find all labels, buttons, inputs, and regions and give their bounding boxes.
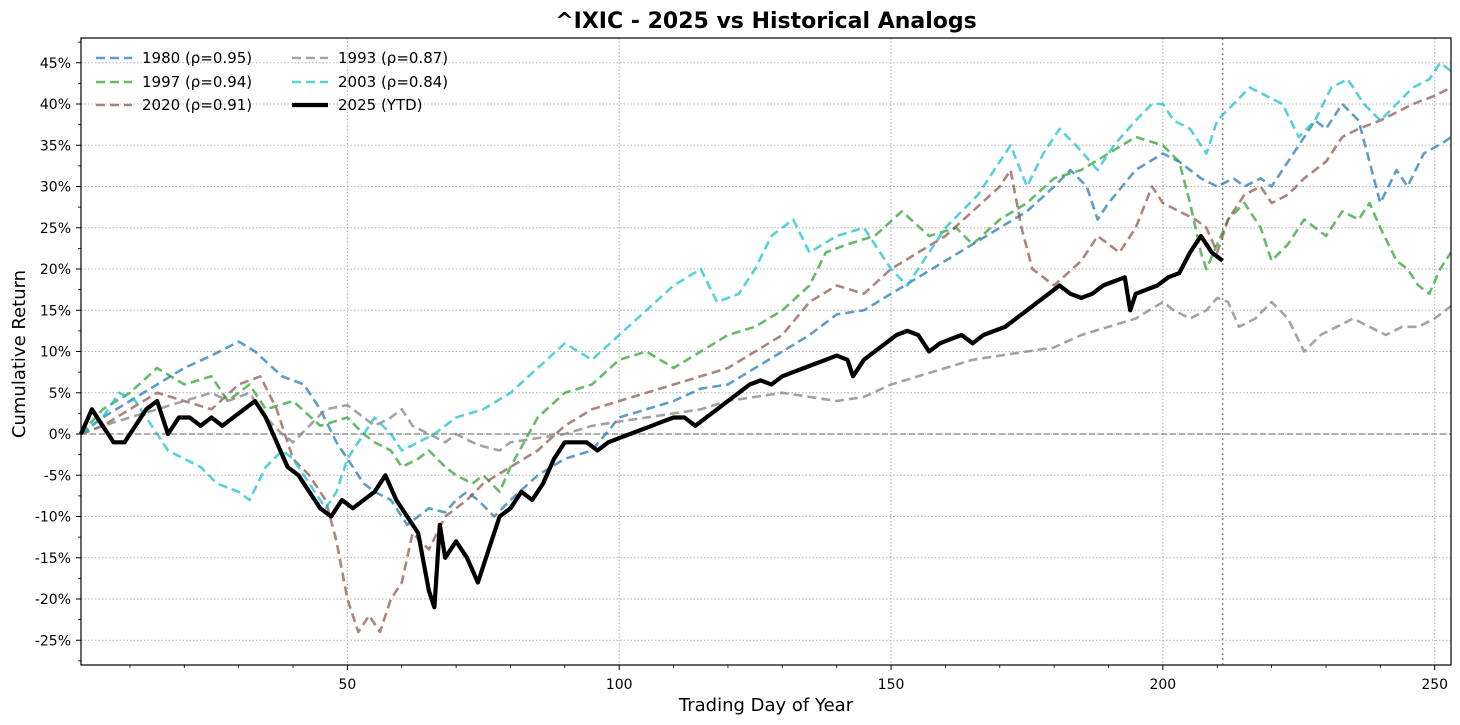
y-tick-label: 10% (40, 345, 71, 361)
y-tick-label: 20% (40, 262, 71, 278)
chart-title: ^IXIC - 2025 vs Historical Analogs (555, 9, 977, 34)
x-tick-label: 50 (338, 677, 356, 693)
series-layer (79, 61, 1453, 634)
y-tick-label: -20% (35, 592, 71, 608)
series-line-1997 (80, 135, 1453, 494)
x-tick-label: 100 (606, 677, 633, 693)
y-tick-label: 25% (40, 221, 71, 237)
y-tick-label: -25% (35, 633, 71, 649)
x-tick-label: 250 (1421, 677, 1448, 693)
legend-label: 1980 (ρ=0.95) (142, 49, 252, 67)
plot-frame (80, 37, 1452, 666)
y-tick-label: 45% (40, 56, 71, 72)
y-tick-label: 15% (40, 303, 71, 319)
legend-label: 2025 (YTD) (338, 96, 423, 114)
y-tick-label: 40% (40, 97, 71, 113)
y-tick-label: -15% (35, 551, 71, 567)
x-axis-label: Trading Day of Year (678, 695, 854, 716)
tick-layer: 50 100 150 200 250 -25% -20% -15% -10% -5% 0% 5% 10%… (35, 41, 1448, 693)
series-line-1980 (80, 102, 1452, 527)
legend-label: 1997 (ρ=0.94) (142, 73, 252, 91)
y-tick-label: -5% (44, 468, 71, 484)
legend-label: 2003 (ρ=0.84) (338, 73, 448, 91)
y-tick-label: 0% (49, 427, 71, 443)
series-line-2020 (80, 86, 1452, 634)
y-axis-label: Cumulative Return (9, 270, 30, 438)
series-line-1993 (80, 296, 1452, 452)
y-tick-label: -10% (35, 510, 71, 526)
x-tick-label: 200 (1149, 677, 1176, 693)
x-tick-label: 150 (878, 677, 905, 693)
y-tick-label: 35% (40, 138, 71, 154)
grid-layer (81, 38, 1451, 665)
legend: 1980 (ρ=0.95) 1993 (ρ=0.87) 1997 (ρ=0.94) 2… (96, 49, 448, 114)
legend-label: 2020 (ρ=0.91) (142, 96, 252, 114)
y-tick-label: 30% (40, 180, 71, 196)
y-tick-label: 5% (49, 386, 71, 402)
zero-reference-layer (81, 38, 1451, 665)
legend-label: 1993 (ρ=0.87) (338, 49, 448, 67)
series-line-2003 (80, 61, 1452, 510)
series-line-2025 (79, 233, 1224, 610)
